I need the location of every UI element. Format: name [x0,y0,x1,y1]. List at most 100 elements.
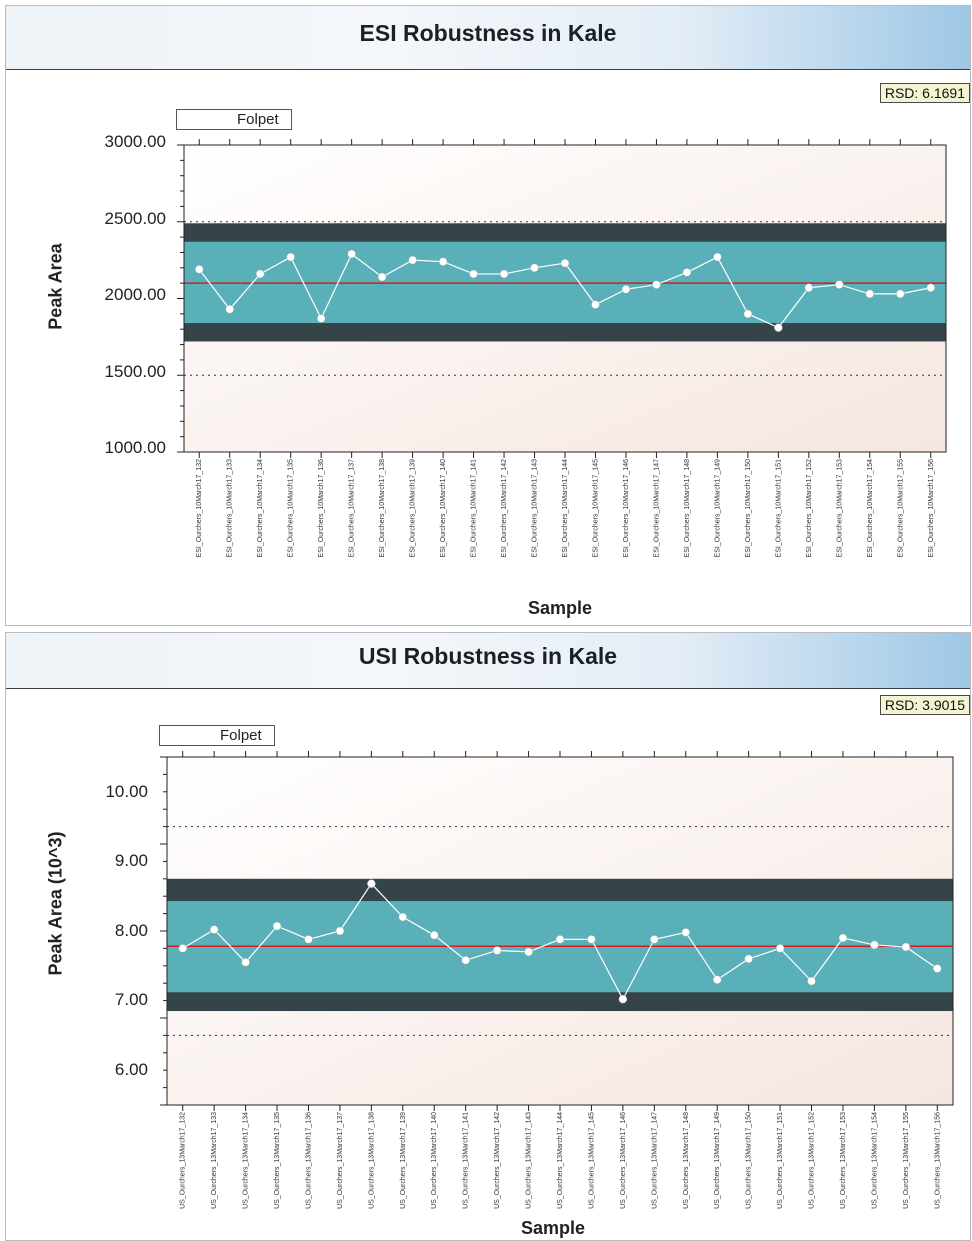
usi-data-point [178,944,187,953]
usi-xtick-label: US_Ourchers_13March17_153 [840,1112,847,1209]
usi-data-point [304,935,313,944]
esi-data-point [926,283,936,293]
usi-data-point [807,976,816,986]
usi-data-point [241,958,250,967]
esi-data-point [743,309,753,319]
esi-xtick-label: ESI_Ourchers_10March17_135 [288,459,295,558]
esi-xtick-label: ESI_Ourchers_10March17_143 [532,459,539,558]
usi-legend[interactable]: Folpet [159,725,275,746]
usi-xtick-label: US_Ourchers_13March17_140 [431,1112,438,1209]
esi-xtick-label: ESI_Ourchers_10March17_141 [471,459,478,558]
esi-data-point [560,258,570,268]
usi-legend-folpet: Folpet [220,727,262,744]
usi-data-point [681,928,691,937]
usi-xtick-label: US_Ourchers_13March17_142 [494,1112,501,1209]
esi-data-point [194,265,204,274]
usi-xtick-label: US_Ourchers_13March17_136 [305,1112,312,1209]
esi-legend[interactable]: Folpet [176,109,292,130]
usi-data-point [587,935,596,944]
usi-plot-area: US_Ourchers_13March17_132 US_Ourchers_13M… [160,751,954,1209]
esi-title-bar: ESI Robustness in Kale [6,6,970,70]
usi-xtick-label: US_Ourchers_13March17_151 [777,1112,784,1209]
esi-xtick-label: ESI_Ourchers_10March17_149 [714,459,721,558]
esi-xtick-label: ESI_Ourchers_10March17_154 [867,459,874,558]
esi-ytick-1500: 1500.00 [104,362,166,381]
usi-y-axis-label: Peak Area (10^3) [45,831,66,976]
esi-xtick-label: ESI_Ourchers_10March17_140 [440,459,447,558]
esi-data-point [316,314,326,323]
esi-data-point [438,257,448,266]
usi-data-point [618,994,628,1004]
usi-chart-panel: USI Robustness in Kale RSD: 3.9015 Folpe… [5,632,971,1241]
esi-data-point [896,289,905,299]
usi-data-point [398,912,408,922]
usi-data-point [367,879,376,888]
usi-data-point [272,921,282,931]
usi-xtick-label: US_Ourchers_13March17_155 [903,1112,910,1209]
usi-xtick-label: US_Ourchers_13March17_156 [934,1112,941,1209]
usi-xtick-label: US_Ourchers_13March17_144 [557,1112,564,1209]
esi-xtick-label: ESI_Ourchers_10March17_136 [318,459,325,558]
usi-xtick-label: US_Ourchers_13March17_134 [243,1112,250,1209]
esi-xtick-label: ESI_Ourchers_10March17_146 [623,459,630,558]
esi-data-point [865,289,875,299]
esi-data-point [469,269,478,279]
esi-y-axis-label: Peak Area [45,243,66,330]
usi-chart-title: USI Robustness in Kale [358,643,618,669]
esi-data-point [347,249,356,259]
usi-xtick-label: US_Ourchers_13March17_149 [714,1112,721,1209]
usi-ytick-6: 6.00 [114,1060,148,1079]
esi-xtick-label: ESI_Ourchers_10March17_144 [562,459,569,558]
usi-data-point [492,946,502,955]
usi-xtick-label: US_Ourchers_13March17_138 [368,1112,375,1209]
usi-data-point [933,964,942,973]
esi-data-point [774,323,783,332]
esi-xtick-label: ESI_Ourchers_10March17_142 [501,459,508,558]
esi-data-point [621,285,631,294]
esi-data-point [835,280,844,289]
esi-x-axis-label: Sample [528,598,593,618]
usi-data-point [712,975,722,984]
usi-x-axis-label: Sample [521,1218,586,1238]
usi-data-point [335,926,345,936]
esi-data-point [682,268,692,277]
usi-ytick-7: 7.00 [114,990,148,1009]
usi-data-point [461,955,470,965]
esi-data-point [255,269,265,279]
esi-data-point [591,300,600,309]
esi-data-point [652,280,661,289]
esi-inner-band [184,241,946,324]
esi-data-point [499,269,509,279]
usi-xtick-label: US_Ourchers_13March17_145 [588,1112,595,1209]
usi-xtick-label: US_Ourchers_13March17_147 [651,1112,658,1209]
usi-xtick-label: US_Ourchers_13March17_154 [871,1112,878,1209]
usi-data-point [555,935,565,944]
esi-data-point [408,255,417,265]
esi-data-point [225,304,234,314]
esi-xtick-label: ESI_Ourchers_10March17_155 [897,459,904,558]
usi-data-point [524,947,533,957]
esi-data-point [530,263,539,273]
esi-xtick-label: ESI_Ourchers_10March17_139 [410,459,417,558]
esi-xtick-label: ESI_Ourchers_10March17_138 [379,459,386,558]
usi-ytick-10: 10.00 [105,782,148,801]
esi-chart-panel: ESI Robustness in Kale RSD: 6.1691 Folpe… [5,5,971,626]
esi-ytick-3000: 3000.00 [104,132,166,151]
usi-xtick-label: US_Ourchers_13March17_135 [274,1112,281,1209]
usi-xtick-label: US_Ourchers_13March17_139 [400,1112,407,1209]
usi-xtick-label: US_Ourchers_13March17_137 [337,1112,344,1209]
esi-chart-title: ESI Robustness in Kale [359,20,617,46]
usi-xtick-label: US_Ourchers_13March17_143 [526,1112,533,1209]
esi-xtick-label: ESI_Ourchers_10March17_152 [806,459,813,558]
usi-data-point [429,930,439,940]
usi-xtick-label: US_Ourchers_13March17_148 [683,1112,690,1209]
usi-data-point [650,935,659,944]
esi-ytick-1000: 1000.00 [104,438,166,457]
usi-title-bar: USI Robustness in Kale [6,633,970,689]
esi-xtick-label: ESI_Ourchers_10March17_151 [775,459,782,558]
esi-ytick-2500: 2500.00 [104,209,166,228]
esi-xtick-label: ESI_Ourchers_10March17_153 [836,459,843,558]
usi-xtick-label: US_Ourchers_13March17_132 [180,1112,187,1209]
esi-legend-folpet: Folpet [237,111,279,128]
esi-data-point [286,252,295,262]
